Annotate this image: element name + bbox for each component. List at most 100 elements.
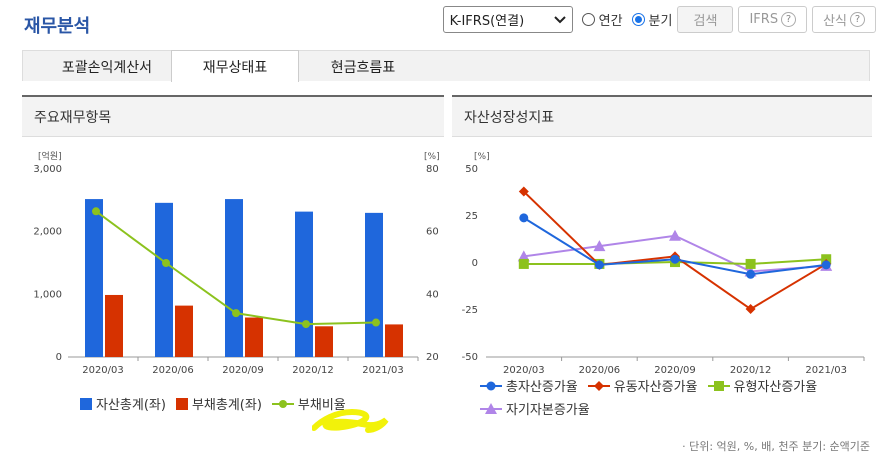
legend-line-marker [480,402,502,414]
y-left-tick-label: 0 [56,352,62,363]
legend-label: 자산총계(좌) [96,398,166,413]
legend-line-marker [707,380,730,391]
y-tick-label: 50 [465,164,478,175]
y-left-unit-label: [억원] [38,150,62,162]
y-tick-label: 0 [472,258,478,269]
debt-ratio-point [162,259,170,267]
unit-note: · 단위: 억원, %, 배, 천주 분기: 순액기준 [682,440,870,453]
bar-asset-total [295,211,313,357]
series-point [519,213,529,223]
bar-liability-total [315,326,333,357]
y-left-tick-label: 1,000 [33,289,62,300]
formula-help-button[interactable]: 산식 ? [812,6,876,33]
debt-ratio-point [302,320,310,329]
asset-growth-legend: 총자산증가율 유동자산증가율 유형자산증가율 자기자본증가율 [480,376,860,418]
x-tick-label: 2020/06 [579,365,621,376]
debt-ratio-point [232,309,240,318]
y-left-tick-label: 3,000 [33,164,62,175]
ifrs-help-button[interactable]: IFRS ? [738,6,808,33]
bar-asset-total [225,199,243,357]
x-tick-label: 2020/12 [292,365,334,376]
legend-label: 자기자본증가율 [506,403,590,418]
bar-asset-total [155,202,173,357]
y-left-tick-label: 2,000 [33,227,62,238]
question-icon: ? [781,12,797,27]
key-financials-legend: 자산총계(좌) 부채총계(좌) 부채비율 [80,394,346,413]
radio-annual-label: 연간 [598,14,623,29]
legend-item[interactable]: 총자산증가율 [480,376,578,395]
asset-growth-chart: [%] 50 25 0 -25 -50 2020/03 2020/06 2020/09 2020/… [462,152,865,376]
y-tick-label: -25 [462,305,478,316]
legend-swatch [80,397,92,410]
panel-asset-growth: 자산성장성지표 [%] 50 25 0 -25 -50 2020/03 2020/06 2020… [452,95,872,381]
tab-balance-sheet[interactable]: 재무상태표 [171,50,299,82]
legend-label: 유형자산증가율 [733,380,818,395]
bar-asset-total [365,212,383,357]
series-point [745,258,756,269]
series-point [518,258,529,269]
bar-liability-total [175,305,193,357]
panel-title: 자산성장성지표 [452,97,872,137]
y-unit-label: [%] [474,152,490,162]
series-point [594,260,604,270]
legend-label: 부채비율 [297,398,346,413]
highlighter-mark [312,408,389,433]
radio-annual[interactable]: 연간 [581,10,623,29]
tab-income-statement[interactable]: 포괄손익계산서 [61,59,153,76]
legend-item[interactable]: 자기자본증가율 [480,399,590,418]
series-point [669,229,681,241]
x-tick-label: 2020/09 [222,365,264,376]
x-tick-label: 2020/03 [82,365,124,376]
series-point [821,260,831,270]
series-point [745,304,756,315]
series-point [518,186,529,197]
legend-item[interactable]: 유형자산증가율 [707,376,818,395]
radio-annual-circle[interactable] [581,13,595,26]
key-financials-chart: [억원] [%] 3,000 2,000 1,000 0 80 60 40 20 2020/03 20… [33,150,440,376]
bar-liability-total [385,324,403,357]
legend-item[interactable]: 유동자산증가율 [587,376,698,395]
bar-liability-total [105,294,123,357]
series-point [517,250,530,262]
y-right-tick-label: 20 [426,352,439,363]
legend-label: 부채총계(좌) [191,398,262,413]
y-right-tick-label: 40 [426,289,439,300]
radio-quarter-circle[interactable] [631,13,645,26]
legend-line-marker [587,380,610,391]
y-right-unit-label: [%] [424,152,440,162]
bar-asset-total [85,199,103,357]
y-right-tick-label: 60 [426,227,439,238]
y-tick-label: -50 [462,352,478,363]
formula-button-label: 산식 [823,14,847,29]
series-point [670,254,680,264]
chevron-down-icon [553,15,566,23]
legend-item[interactable]: 자산총계(좌) [80,394,166,413]
accounting-standard-value: K-IFRS(연결) [449,14,525,29]
x-tick-label: 2020/06 [152,365,194,376]
x-tick-label: 2020/09 [654,365,696,376]
debt-ratio-point [372,318,380,327]
radio-quarter[interactable]: 분기 [631,10,672,29]
x-tick-label: 2020/12 [730,365,772,376]
x-tick-label: 2021/03 [805,365,847,376]
legend-item[interactable]: 부채비율 [271,394,346,413]
page-title: 재무분석 [24,16,91,37]
legend-label: 유동자산증가율 [613,380,698,395]
y-right-tick-label: 80 [426,164,439,175]
question-icon: ? [850,12,865,27]
panel-key-financials: 주요재무항목 [억원] [%] 3,000 2,000 1,000 0 80 60 40 20 20… [22,95,444,381]
search-button[interactable]: 검색 [677,6,734,33]
accounting-standard-select[interactable]: K-IFRS(연결) [442,6,573,33]
x-tick-label: 2021/03 [362,365,404,376]
debt-ratio-point [92,207,100,216]
legend-label: 총자산증가율 [506,380,578,395]
legend-line-marker [271,399,294,408]
tab-cash-flow[interactable]: 현금흐름표 [330,59,396,76]
legend-swatch [175,397,188,410]
y-tick-label: 25 [465,211,478,222]
bar-liability-total [245,317,263,357]
series-point [746,269,756,279]
legend-item[interactable]: 부채총계(좌) [175,394,262,413]
series-point [593,240,606,252]
ifrs-button-label: IFRS [749,12,779,27]
